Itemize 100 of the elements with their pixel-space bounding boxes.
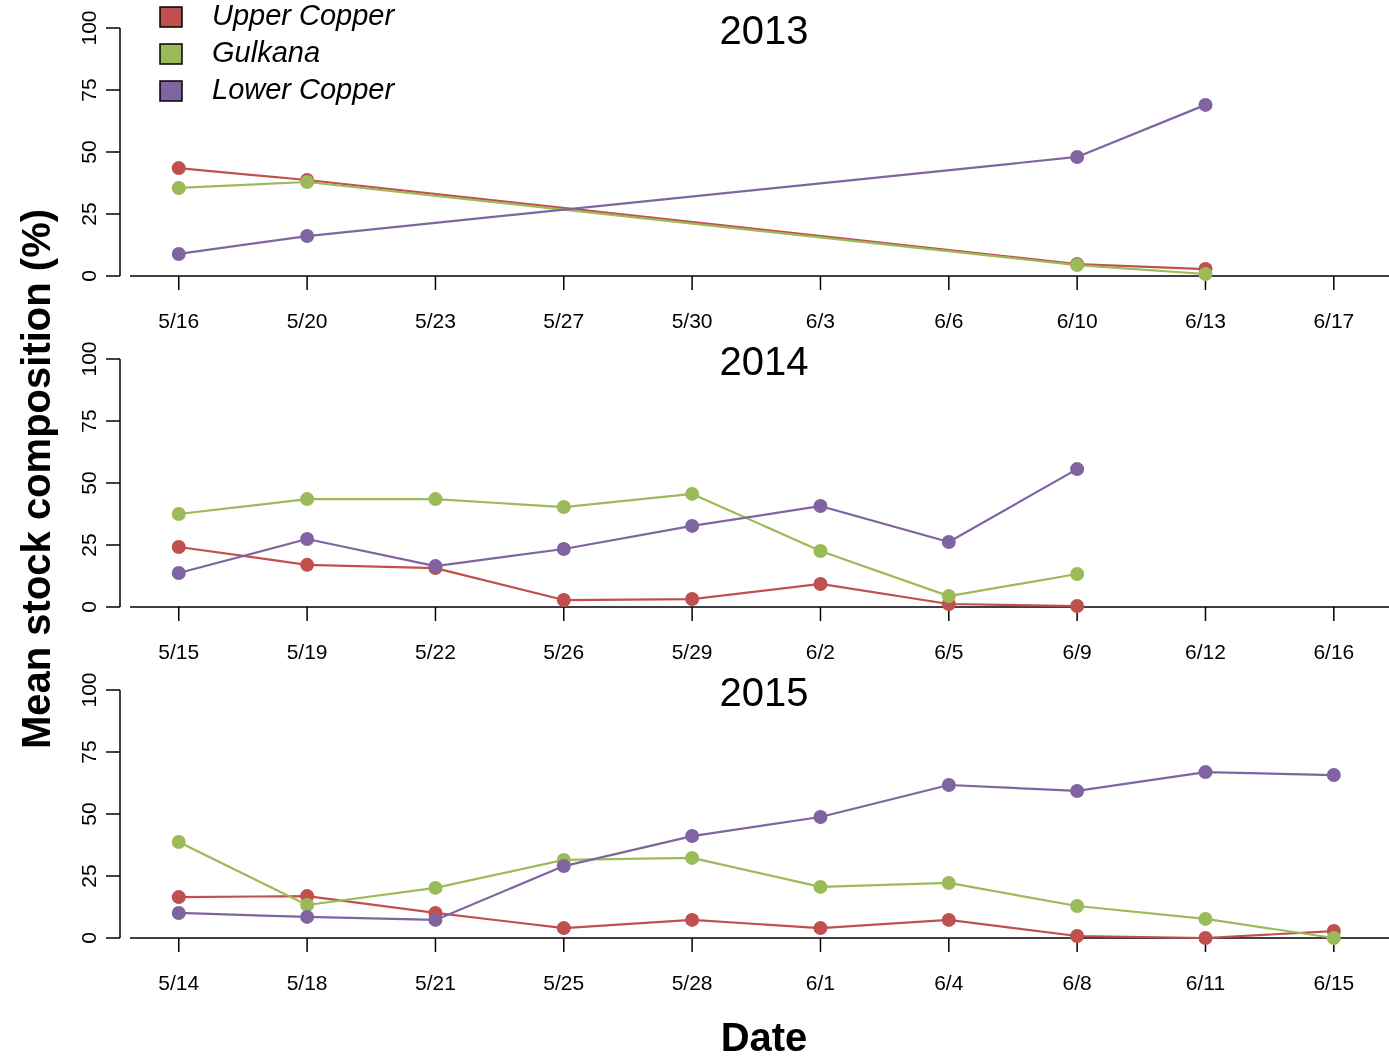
chart-title: 2013 xyxy=(719,8,809,52)
point xyxy=(813,543,828,558)
y-tick-label: 25 xyxy=(77,202,100,226)
point xyxy=(685,850,700,865)
point xyxy=(171,246,186,261)
point xyxy=(1070,462,1085,477)
x-tick-label: 6/4 xyxy=(934,971,964,994)
point xyxy=(1070,899,1085,914)
x-tick-label: 6/2 xyxy=(805,640,836,663)
y-axis-title: Mean stock composition (%) xyxy=(14,208,58,750)
point xyxy=(813,879,828,894)
x-axis-title: Date xyxy=(720,1015,808,1057)
point xyxy=(941,589,956,604)
point xyxy=(941,777,956,792)
point xyxy=(171,161,186,176)
x-tick-label: 6/8 xyxy=(1062,971,1092,994)
point xyxy=(428,880,443,895)
point xyxy=(941,912,956,927)
x-tick-label: 5/26 xyxy=(543,640,585,663)
point xyxy=(171,905,186,920)
point xyxy=(1070,783,1085,798)
point xyxy=(1326,931,1341,945)
x-tick-label: 6/11 xyxy=(1185,971,1226,994)
x-tick-label: 5/23 xyxy=(415,309,456,332)
point xyxy=(171,566,186,581)
point xyxy=(685,829,700,844)
y-tick-label: 100 xyxy=(77,341,100,377)
x-tick-label: 5/25 xyxy=(543,971,585,994)
x-tick-label: 5/19 xyxy=(286,640,328,663)
point xyxy=(1070,149,1085,164)
point xyxy=(556,541,571,556)
x-tick-label: 5/18 xyxy=(286,971,328,994)
point xyxy=(1070,929,1085,944)
point xyxy=(171,890,186,905)
y-tick-label: 50 xyxy=(77,471,100,495)
point xyxy=(685,486,700,501)
x-tick-label: 6/16 xyxy=(1313,640,1355,663)
point xyxy=(171,539,186,554)
point xyxy=(428,492,443,507)
point xyxy=(685,912,700,927)
x-tick-label: 6/6 xyxy=(934,309,964,332)
point xyxy=(813,499,828,514)
point xyxy=(300,909,315,924)
chart-title: 2015 xyxy=(719,670,809,714)
y-tick-label: 75 xyxy=(77,740,100,764)
legend-label: Gulkana xyxy=(212,36,321,68)
x-tick-label: 5/14 xyxy=(158,971,200,994)
point xyxy=(428,912,443,927)
x-tick-label: 5/30 xyxy=(671,309,713,332)
x-tick-label: 6/15 xyxy=(1313,971,1355,994)
legend-label: Upper Copper xyxy=(212,0,396,31)
point xyxy=(300,898,315,913)
x-tick-label: 6/12 xyxy=(1185,640,1226,663)
point xyxy=(813,809,828,824)
point xyxy=(556,859,571,874)
y-tick-label: 100 xyxy=(77,10,100,46)
point xyxy=(941,875,956,890)
y-tick-label: 50 xyxy=(77,802,100,826)
x-tick-label: 5/20 xyxy=(286,309,328,332)
x-tick-label: 6/5 xyxy=(934,640,964,663)
point xyxy=(1198,931,1213,945)
y-tick-label: 25 xyxy=(77,533,100,557)
x-tick-label: 5/21 xyxy=(415,971,456,994)
y-tick-label: 0 xyxy=(77,601,100,613)
x-tick-label: 6/3 xyxy=(805,309,836,332)
x-tick-label: 6/1 xyxy=(805,971,836,994)
x-tick-label: 5/15 xyxy=(158,640,200,663)
point xyxy=(300,492,315,507)
point xyxy=(1198,765,1213,780)
point xyxy=(941,535,956,550)
y-tick-label: 0 xyxy=(77,932,100,944)
point xyxy=(171,507,186,521)
x-tick-label: 5/16 xyxy=(158,309,200,332)
y-tick-label: 75 xyxy=(77,409,100,433)
point xyxy=(813,576,828,591)
point xyxy=(1326,768,1341,783)
point xyxy=(685,592,700,607)
point xyxy=(556,921,571,936)
x-tick-label: 6/9 xyxy=(1062,640,1092,663)
point xyxy=(685,518,700,533)
x-tick-label: 6/17 xyxy=(1313,309,1355,332)
point xyxy=(171,180,186,195)
point xyxy=(1198,97,1213,112)
point xyxy=(1198,267,1213,282)
x-tick-label: 6/10 xyxy=(1056,309,1098,332)
point xyxy=(556,593,571,608)
point xyxy=(1070,599,1085,614)
point xyxy=(171,835,186,850)
y-tick-label: 25 xyxy=(77,864,100,888)
x-tick-label: 6/13 xyxy=(1185,309,1226,332)
y-tick-label: 75 xyxy=(77,78,100,102)
legend-label: Lower Copper xyxy=(212,73,396,105)
chart-title: 2014 xyxy=(719,339,809,383)
y-tick-label: 0 xyxy=(77,270,100,282)
x-tick-label: 5/22 xyxy=(415,640,456,663)
y-tick-label: 100 xyxy=(77,672,100,708)
x-tick-label: 5/27 xyxy=(543,309,585,332)
point xyxy=(1070,567,1085,582)
point xyxy=(300,229,315,244)
point xyxy=(813,921,828,936)
